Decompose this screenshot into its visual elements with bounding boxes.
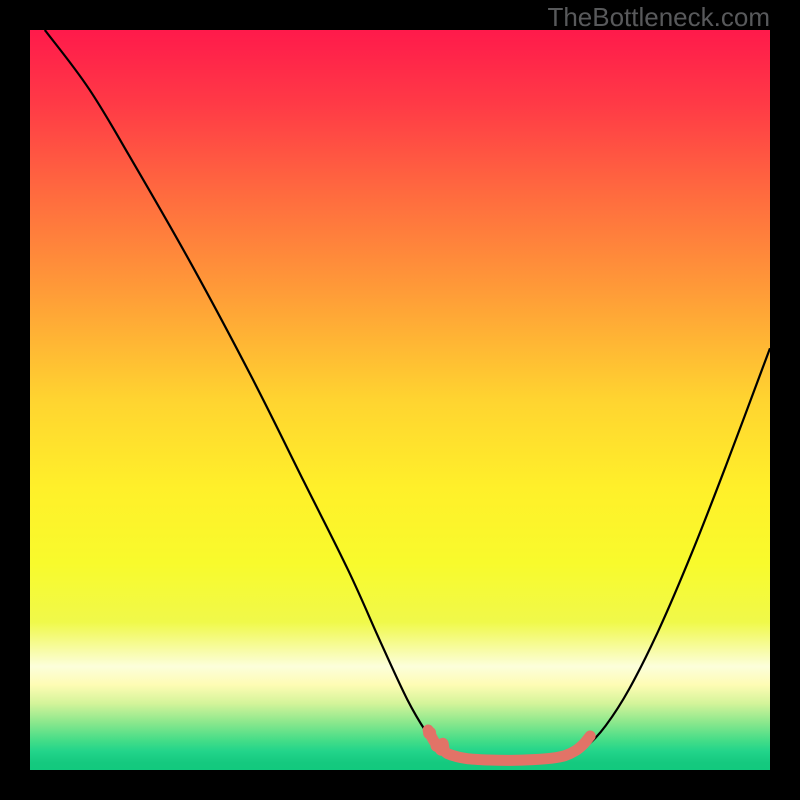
- valley-dot: [423, 727, 436, 740]
- watermark-text: TheBottleneck.com: [547, 2, 770, 33]
- bottleneck-chart: [30, 30, 770, 770]
- valley-dot: [431, 739, 444, 752]
- gradient-background: [30, 30, 770, 770]
